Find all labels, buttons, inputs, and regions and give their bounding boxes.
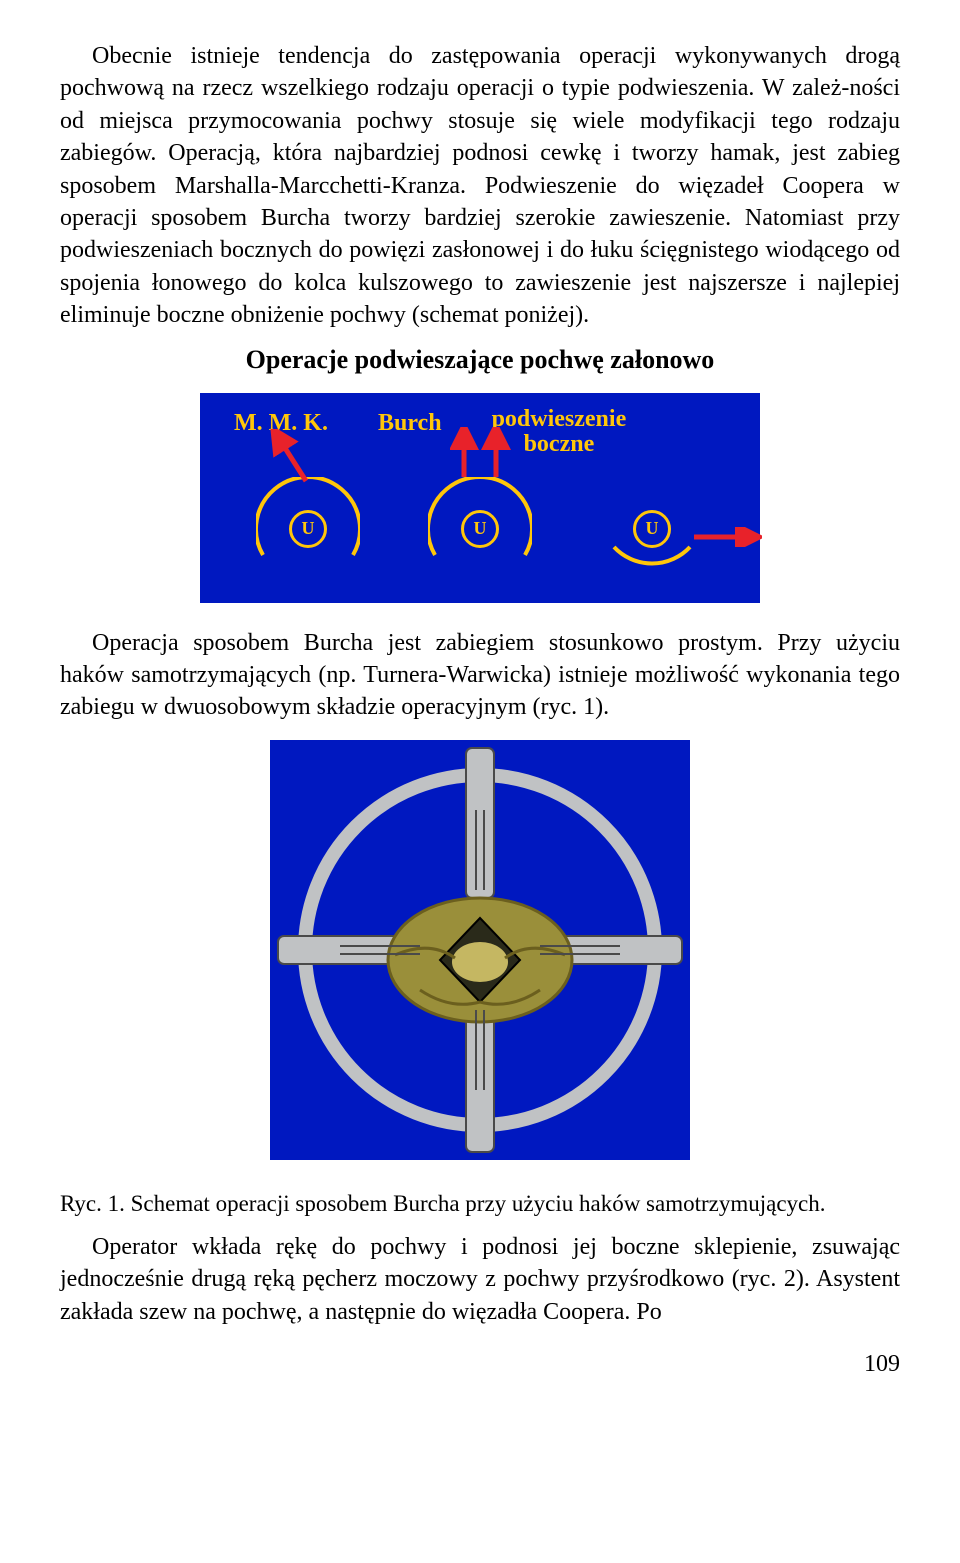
figure-1	[270, 740, 690, 1160]
diagram-1-label-burch: Burch	[378, 407, 442, 457]
diagram-1-container: M. M. K. Burch podwieszenie boczne U	[60, 393, 900, 603]
arrow-icon	[270, 429, 322, 485]
u-marker: U	[461, 510, 499, 548]
u-marker: U	[633, 510, 671, 548]
figure-1-container	[60, 740, 900, 1160]
arrow-icon	[450, 427, 520, 481]
u-marker: U	[289, 510, 327, 548]
paragraph: Obecnie istnieje tendencja do zastępowan…	[60, 40, 900, 332]
diagram-1-row: U U	[200, 469, 760, 589]
paragraph: Operacja sposobem Burcha jest zabiegiem …	[60, 627, 900, 724]
arrow-icon	[692, 527, 762, 547]
diagram-1-item-burch: U	[420, 469, 540, 589]
diagram-heading: Operacje podwieszające pochwę załonowo	[60, 342, 900, 377]
diagram-1-item-lateral: U	[592, 469, 712, 589]
page-number: 109	[60, 1348, 900, 1380]
diagram-1-item-mmk: U	[248, 469, 368, 589]
figure-1-svg	[270, 740, 690, 1160]
paragraph: Operator wkłada rękę do pochwy i podnosi…	[60, 1231, 900, 1328]
diagram-1-label-lateral-line2: boczne	[524, 431, 595, 457]
figure-caption: Ryc. 1. Schemat operacji sposobem Burcha…	[60, 1188, 900, 1219]
diagram-1: M. M. K. Burch podwieszenie boczne U	[200, 393, 760, 603]
